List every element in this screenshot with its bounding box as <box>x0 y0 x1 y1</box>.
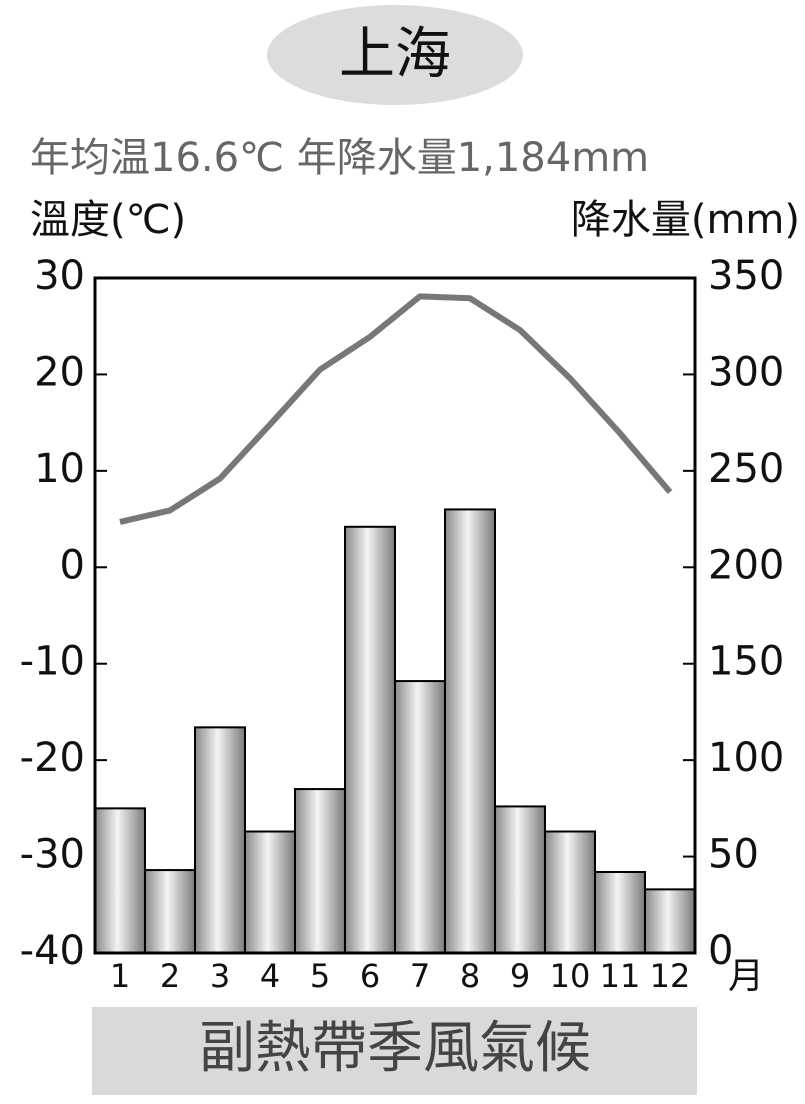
x-tick-label: 2 <box>160 957 180 995</box>
x-tick-label: 5 <box>310 957 330 995</box>
y2-tick-label: 300 <box>708 349 784 395</box>
y2-tick-label: 250 <box>708 446 784 492</box>
x-tick-label: 4 <box>260 957 280 995</box>
y-tick-label: -20 <box>20 735 85 781</box>
bar <box>194 726 246 954</box>
x-tick-label: 11 <box>600 957 641 995</box>
bar <box>544 830 596 954</box>
footer: 副熱帶季風氣候 <box>199 1016 591 1081</box>
x-tick-label: 7 <box>410 957 430 995</box>
y-tick-label: -30 <box>20 832 85 878</box>
bar <box>394 680 446 954</box>
x-unit: 月 <box>728 956 764 997</box>
y-axis-label: 溫度(℃) <box>30 197 186 243</box>
y-tick-label: -10 <box>20 639 85 685</box>
y-tick-label: 20 <box>34 349 85 395</box>
x-tick-label: 9 <box>510 957 530 995</box>
bar <box>494 805 546 955</box>
bar <box>144 869 196 954</box>
y-tick-label: 10 <box>34 446 85 492</box>
y-tick-label: -40 <box>20 928 85 974</box>
y2-tick-label: 150 <box>708 639 784 685</box>
y2-axis-label: 降水量(mm) <box>571 197 800 243</box>
y-tick-label: 0 <box>60 542 85 588</box>
x-tick-label: 3 <box>210 957 230 995</box>
y2-tick-label: 200 <box>708 542 784 588</box>
x-tick-label: 8 <box>460 957 480 995</box>
x-tick-label: 12 <box>650 957 691 995</box>
x-tick-label: 10 <box>550 957 591 995</box>
temperature-line <box>119 293 673 525</box>
bar <box>344 525 396 954</box>
bar <box>244 830 296 954</box>
x-tick-label: 1 <box>110 957 130 995</box>
bar <box>94 807 146 954</box>
bar <box>294 788 346 954</box>
title-bg <box>267 5 523 105</box>
plot-frame <box>93 276 697 955</box>
x-tick-label: 6 <box>360 957 380 995</box>
bar <box>444 508 496 954</box>
bar <box>644 888 696 954</box>
y2-tick-label: 350 <box>708 253 784 299</box>
y2-tick-label: 100 <box>708 735 784 781</box>
y-tick-label: 30 <box>34 253 85 299</box>
chart-title: 上海 <box>339 22 451 87</box>
subtitle: 年均温16.6℃ 年降水量1,184mm <box>30 135 649 181</box>
y2-tick-label: 50 <box>708 832 759 878</box>
bar <box>594 871 646 954</box>
y2-tick-label: 0 <box>708 928 733 974</box>
footer-bg <box>92 1007 697 1095</box>
